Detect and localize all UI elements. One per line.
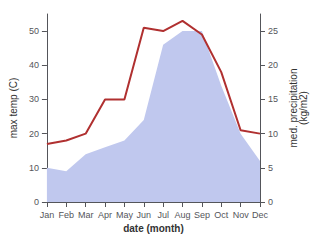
svg-text:Dec: Dec	[252, 210, 269, 220]
svg-text:30: 30	[29, 94, 39, 104]
svg-text:date (month): date (month)	[123, 223, 184, 234]
svg-text:40: 40	[29, 60, 39, 70]
svg-text:20: 20	[29, 129, 39, 139]
svg-text:Sep: Sep	[194, 210, 210, 220]
svg-text:May: May	[116, 210, 134, 220]
svg-text:10: 10	[29, 163, 39, 173]
svg-text:Jan: Jan	[40, 210, 55, 220]
svg-text:max temp (C): max temp (C)	[8, 78, 19, 139]
svg-text:(kg/m2): (kg/m2)	[298, 91, 309, 125]
svg-text:Apr: Apr	[98, 210, 112, 220]
svg-text:25: 25	[268, 26, 278, 36]
svg-text:20: 20	[268, 60, 278, 70]
svg-text:5: 5	[268, 163, 273, 173]
svg-text:Jul: Jul	[157, 210, 169, 220]
svg-text:Aug: Aug	[175, 210, 191, 220]
svg-text:Nov: Nov	[233, 210, 250, 220]
svg-text:Feb: Feb	[59, 210, 75, 220]
svg-text:50: 50	[29, 26, 39, 36]
svg-text:Mar: Mar	[78, 210, 94, 220]
svg-text:med. precipitation: med. precipitation	[288, 68, 300, 148]
svg-text:0: 0	[268, 197, 273, 207]
svg-text:15: 15	[268, 94, 278, 104]
svg-text:10: 10	[268, 129, 278, 139]
svg-text:Jun: Jun	[137, 210, 152, 220]
svg-text:Oct: Oct	[214, 210, 229, 220]
svg-text:0: 0	[34, 197, 39, 207]
